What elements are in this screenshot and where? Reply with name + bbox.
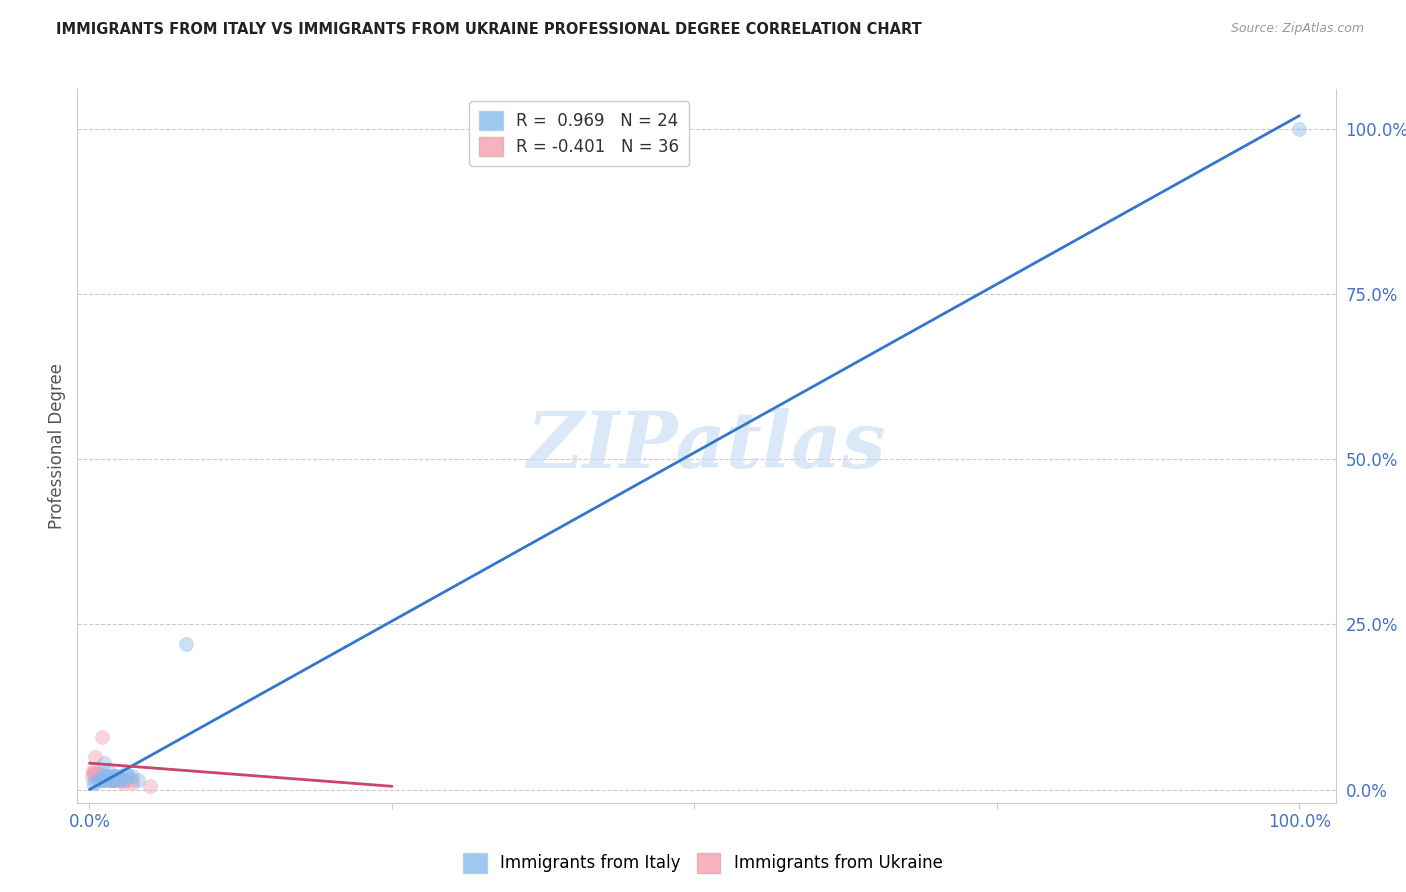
Point [90, 769, 112, 783]
Point [86, 766, 108, 780]
Point [114, 772, 136, 787]
Point [83, 766, 105, 780]
Point [93, 769, 115, 783]
Point [96, 769, 118, 783]
Point [121, 772, 143, 787]
Point [103, 769, 125, 783]
Point [90, 772, 112, 787]
Point [112, 772, 135, 787]
Point [112, 776, 135, 790]
Point [114, 766, 136, 780]
Point [82, 763, 104, 777]
Legend: R =  0.969   N = 24, R = -0.401   N = 36: R = 0.969 N = 24, R = -0.401 N = 36 [470, 101, 689, 166]
Point [127, 772, 149, 787]
Point [121, 776, 143, 790]
Point [84, 749, 107, 764]
Point [87, 772, 110, 787]
Point [84, 776, 107, 790]
Point [94, 772, 117, 787]
Point [105, 772, 128, 787]
Point [100, 772, 122, 787]
Point [87, 769, 110, 783]
Point [90, 730, 112, 744]
Text: Source: ZipAtlas.com: Source: ZipAtlas.com [1230, 22, 1364, 36]
Point [103, 772, 125, 787]
Point [174, 637, 197, 651]
Point [87, 766, 110, 780]
Y-axis label: Professional Degree: Professional Degree [48, 363, 66, 529]
Point [100, 772, 122, 787]
Point [1288, 121, 1310, 136]
Point [97, 763, 120, 777]
Point [108, 772, 131, 787]
Text: IMMIGRANTS FROM ITALY VS IMMIGRANTS FROM UKRAINE PROFESSIONAL DEGREE CORRELATION: IMMIGRANTS FROM ITALY VS IMMIGRANTS FROM… [56, 22, 922, 37]
Point [80, 769, 103, 783]
Point [90, 769, 112, 783]
Point [101, 772, 124, 787]
Point [108, 772, 131, 787]
Point [94, 772, 117, 787]
Point [84, 769, 107, 783]
Point [82, 766, 104, 780]
Point [117, 769, 139, 783]
Point [103, 772, 125, 787]
Point [82, 776, 104, 790]
Point [97, 772, 120, 787]
Point [93, 772, 115, 787]
Point [100, 772, 122, 787]
Point [91, 769, 114, 783]
Point [139, 779, 162, 793]
Point [89, 769, 111, 783]
Point [87, 769, 110, 783]
Point [105, 769, 128, 783]
Legend: Immigrants from Italy, Immigrants from Ukraine: Immigrants from Italy, Immigrants from U… [457, 847, 949, 880]
Point [97, 769, 120, 783]
Text: ZIPatlas: ZIPatlas [527, 408, 886, 484]
Point [108, 772, 131, 787]
Point [103, 769, 125, 783]
Point [98, 772, 121, 787]
Point [103, 772, 125, 787]
Point [90, 769, 112, 783]
Point [121, 769, 143, 783]
Point [105, 769, 128, 783]
Point [93, 756, 115, 771]
Point [87, 772, 110, 787]
Point [97, 769, 120, 783]
Point [108, 769, 131, 783]
